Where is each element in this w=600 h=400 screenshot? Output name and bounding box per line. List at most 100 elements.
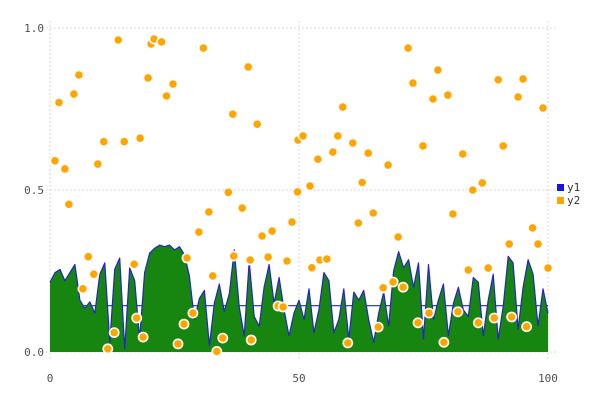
y2-point — [492, 74, 504, 86]
y2-point — [161, 90, 172, 102]
y2-point — [92, 158, 104, 170]
y2-point — [342, 337, 354, 349]
y2-point — [134, 132, 146, 144]
y2-point — [438, 336, 450, 348]
y2-point — [167, 78, 179, 90]
y2-point — [256, 230, 268, 242]
y-tick-label: 0.5 — [24, 184, 44, 197]
y2-point — [286, 216, 298, 228]
y2-point — [488, 312, 500, 324]
x-tick-label: 0 — [47, 372, 54, 385]
y2-point — [245, 334, 257, 346]
y2-point — [297, 130, 309, 142]
y2-point — [266, 225, 278, 237]
y2-point — [423, 307, 435, 319]
y2-point — [77, 283, 89, 295]
y2-point — [211, 345, 223, 357]
y2-point — [73, 69, 85, 81]
y2-point — [68, 88, 80, 100]
y2-point — [304, 180, 316, 192]
y2-point — [462, 264, 474, 276]
y2-point — [452, 306, 464, 318]
legend-item-y1: y1 — [557, 181, 580, 194]
y2-point — [112, 34, 124, 46]
y2-point — [156, 36, 167, 48]
y1-area — [50, 245, 548, 352]
y2-point — [197, 42, 209, 54]
y2-point — [312, 153, 324, 165]
y2-point — [442, 89, 454, 101]
y2-point — [412, 317, 424, 329]
y2-point — [332, 130, 344, 142]
legend-swatch-y1 — [557, 184, 564, 191]
y2-point — [251, 118, 263, 130]
y2-point — [262, 251, 274, 263]
y2-point — [517, 73, 529, 85]
y2-point — [102, 343, 114, 355]
y-tick-label: 1.0 — [24, 22, 44, 35]
y2-point — [59, 163, 71, 175]
y2-point — [476, 177, 488, 189]
y2-point — [457, 148, 469, 160]
y2-point — [407, 77, 419, 89]
y-tick-label: 0.0 — [24, 346, 44, 359]
y2-point — [472, 317, 484, 329]
y2-point — [108, 327, 120, 338]
legend-label-y1: y1 — [567, 181, 581, 194]
y2-point — [532, 238, 544, 250]
x-tick-label: 100 — [538, 372, 558, 385]
legend-item-y2: y2 — [557, 194, 580, 207]
legend-swatch-y2 — [557, 197, 564, 204]
y2-point — [142, 72, 154, 84]
y2-point — [128, 258, 140, 270]
y2-point — [352, 217, 364, 229]
y2-point — [137, 331, 149, 343]
y2-point — [327, 146, 339, 158]
y2-point — [527, 222, 538, 234]
y2-point — [362, 147, 374, 159]
y2-point — [537, 102, 549, 114]
y2-point — [521, 321, 532, 333]
y2-point — [372, 321, 384, 333]
y2-point — [178, 318, 190, 330]
y2-point — [367, 207, 379, 219]
legend-label-y2: y2 — [567, 194, 581, 207]
y2-point — [222, 186, 234, 198]
y1-line — [49, 244, 549, 350]
y2-point — [217, 332, 229, 344]
y2-point — [88, 268, 100, 280]
y2-point — [98, 136, 110, 148]
y2-point — [242, 61, 254, 73]
y2-point — [281, 255, 293, 267]
y2-point — [203, 206, 215, 218]
y2-point — [131, 312, 143, 324]
y2-point — [427, 93, 439, 105]
y2-point — [377, 282, 389, 294]
y2-point — [292, 186, 303, 198]
y2-point — [236, 202, 248, 214]
x-tick-label: 50 — [292, 372, 305, 385]
y2-point — [382, 159, 394, 171]
y2-point — [228, 250, 240, 262]
y2-point — [187, 307, 199, 319]
y2-point — [467, 184, 479, 196]
y2-point — [244, 254, 256, 266]
y2-point — [417, 140, 429, 152]
y2-point — [497, 140, 509, 152]
y2-point — [82, 251, 94, 263]
y2-point — [356, 177, 368, 188]
y2-point — [506, 311, 517, 323]
y2-point — [447, 208, 459, 220]
y2-point — [63, 198, 75, 210]
y2-point — [181, 252, 193, 264]
y2-point — [512, 91, 524, 103]
y2-point — [207, 270, 219, 282]
y2-point — [387, 276, 399, 288]
y2-point — [306, 262, 318, 274]
y2-point — [402, 42, 414, 54]
y2-point — [227, 108, 239, 120]
y2-point — [542, 262, 554, 274]
y2-point — [193, 226, 205, 238]
